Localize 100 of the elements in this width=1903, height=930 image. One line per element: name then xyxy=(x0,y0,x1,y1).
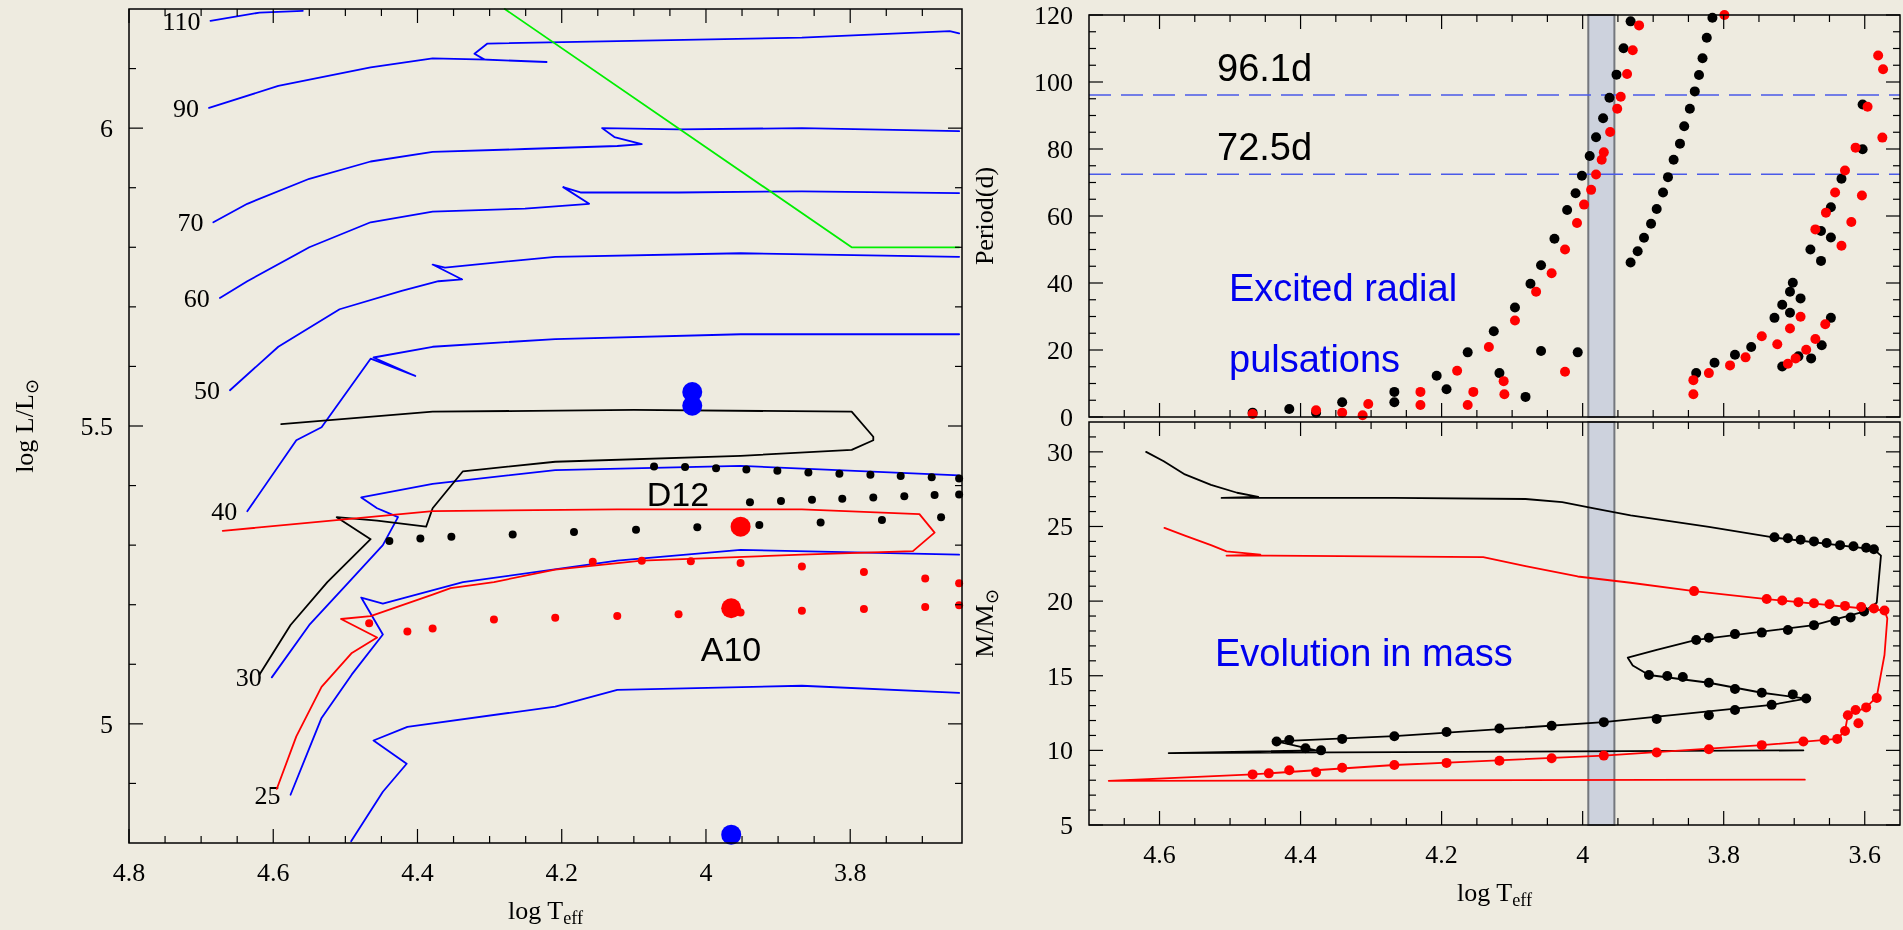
point xyxy=(742,465,751,474)
annotation: Evolution in mass xyxy=(1215,632,1513,675)
point xyxy=(1691,634,1702,645)
x-tick-label: 4 xyxy=(1576,840,1590,869)
point xyxy=(1729,684,1740,695)
point xyxy=(650,462,659,471)
x-tick-label: 4.2 xyxy=(1425,840,1458,869)
x-tick-label: 4.2 xyxy=(545,858,578,887)
point xyxy=(1494,723,1505,734)
line-series xyxy=(1107,526,1889,782)
point xyxy=(1772,339,1783,350)
point xyxy=(773,466,782,475)
point xyxy=(900,492,909,501)
point xyxy=(1782,624,1793,635)
series-label: 70 xyxy=(177,208,204,238)
point xyxy=(1850,142,1861,153)
series-label: 25 xyxy=(254,780,281,810)
point xyxy=(1810,224,1821,235)
ref-line-label: 72.5d xyxy=(1217,126,1313,169)
point xyxy=(1819,734,1830,745)
point xyxy=(1808,598,1819,609)
point xyxy=(489,615,498,624)
point xyxy=(385,536,394,545)
point xyxy=(1832,733,1843,744)
point xyxy=(1499,389,1510,400)
point xyxy=(721,598,742,619)
point xyxy=(1688,375,1699,386)
point xyxy=(927,473,936,482)
line-series xyxy=(350,684,961,843)
point xyxy=(1546,720,1557,731)
point xyxy=(447,532,456,541)
point xyxy=(1605,126,1616,137)
point xyxy=(1651,747,1662,758)
point xyxy=(1879,605,1890,616)
x-tick-label: 4.8 xyxy=(112,858,146,887)
y-tick-label: 15 xyxy=(1047,661,1073,691)
point xyxy=(682,395,703,416)
point xyxy=(745,498,754,507)
line-series xyxy=(218,186,961,299)
y-tick-label: 10 xyxy=(1047,736,1073,766)
point xyxy=(1878,64,1889,75)
point xyxy=(1468,386,1479,397)
point xyxy=(1856,601,1867,612)
point xyxy=(1337,733,1348,744)
point xyxy=(1598,750,1609,761)
y-tick-label: 25 xyxy=(1047,512,1073,542)
point xyxy=(1836,240,1847,251)
y-tick-label: 20 xyxy=(1047,587,1073,617)
point xyxy=(1756,740,1767,751)
point xyxy=(921,574,930,583)
point xyxy=(1830,615,1841,626)
x-axis-title: log T$_{eff}$ xyxy=(508,896,584,929)
x-tick-label: 3.8 xyxy=(1707,840,1740,869)
point xyxy=(1311,767,1322,778)
point xyxy=(1598,147,1609,158)
y-tick-label: 0 xyxy=(1060,403,1073,432)
series-label: 60 xyxy=(183,283,210,313)
point xyxy=(1877,132,1888,143)
point xyxy=(1509,315,1520,326)
point xyxy=(1598,717,1609,728)
y-tick-label: 5.5 xyxy=(80,412,113,441)
point xyxy=(1363,398,1374,409)
x-tick-label: 3.6 xyxy=(1848,840,1881,869)
point xyxy=(1856,190,1867,201)
point xyxy=(1801,344,1812,355)
point xyxy=(1808,620,1819,631)
point xyxy=(1868,603,1879,614)
point xyxy=(1761,594,1772,605)
point xyxy=(1703,632,1714,643)
point xyxy=(721,824,742,845)
line-series xyxy=(289,549,961,796)
annotation: D12 xyxy=(646,474,710,513)
point xyxy=(804,468,813,477)
point xyxy=(869,493,878,502)
point xyxy=(1284,734,1295,745)
point xyxy=(588,557,597,566)
point xyxy=(1546,753,1557,764)
point xyxy=(1284,765,1295,776)
point xyxy=(1862,101,1873,112)
point xyxy=(1808,536,1819,547)
point xyxy=(1839,165,1850,176)
point xyxy=(1777,595,1788,606)
point xyxy=(1337,762,1348,773)
point xyxy=(896,472,905,481)
y-tick-label: 5 xyxy=(100,709,113,739)
point xyxy=(1415,399,1426,410)
point xyxy=(736,559,745,568)
point xyxy=(428,624,437,633)
point xyxy=(1820,319,1831,330)
y-tick-label: 30 xyxy=(1047,437,1073,467)
point xyxy=(1853,718,1864,729)
point xyxy=(1572,218,1583,229)
point xyxy=(1756,687,1767,698)
point xyxy=(877,516,886,525)
y-tick-label: 40 xyxy=(1047,269,1073,298)
point xyxy=(835,469,844,478)
point xyxy=(930,491,939,500)
y-tick-label: 5 xyxy=(1060,811,1073,840)
point xyxy=(1612,103,1623,114)
point xyxy=(1579,199,1590,210)
